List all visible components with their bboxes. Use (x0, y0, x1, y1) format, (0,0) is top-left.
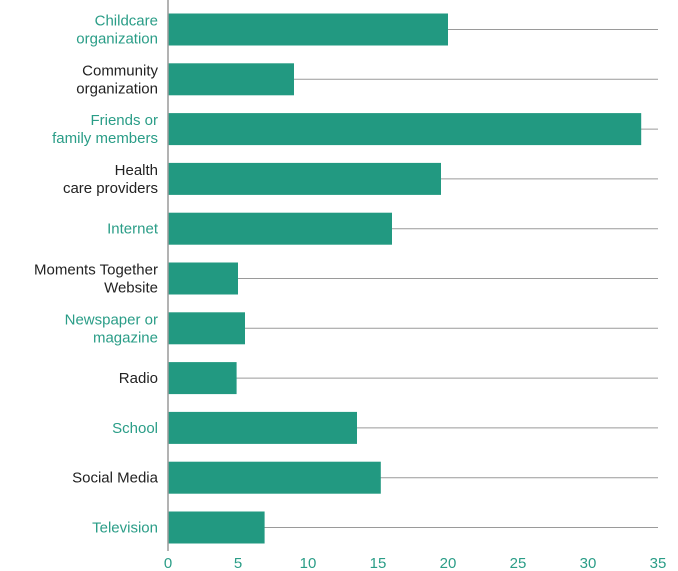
bars (168, 13, 642, 544)
bar (168, 113, 642, 146)
bar (168, 262, 238, 295)
bar (168, 162, 441, 195)
x-tick-label: 15 (370, 555, 387, 571)
category-label: organization (76, 80, 158, 97)
category-label: Childcare (95, 13, 158, 30)
x-tick-label: 20 (440, 555, 457, 571)
x-tick-label: 0 (164, 555, 172, 571)
x-tick-label: 10 (300, 555, 317, 571)
category-label: Moments Together (34, 262, 158, 279)
bar (168, 511, 265, 544)
category-label: magazine (93, 329, 158, 346)
bar (168, 312, 245, 345)
category-label: Radio (119, 370, 158, 387)
category-label: family members (52, 130, 158, 147)
bar (168, 461, 381, 494)
bar (168, 63, 294, 96)
bar (168, 212, 392, 245)
bar (168, 13, 448, 46)
category-label: School (112, 420, 158, 437)
category-label: Friends or (90, 112, 158, 129)
category-label: Community (82, 62, 158, 79)
x-tick-labels: 0 5 10 15 20 25 30 35 (164, 555, 667, 571)
category-label: Health (115, 162, 158, 179)
bar (168, 411, 357, 444)
x-tick-label: 25 (510, 555, 527, 571)
x-tick-label: 30 (580, 555, 597, 571)
category-label: Newspaper or (65, 311, 158, 328)
category-label: Social Media (72, 470, 159, 487)
bar (168, 362, 237, 395)
x-tick-label: 35 (650, 555, 667, 571)
category-label: Television (92, 520, 158, 537)
category-label: Website (104, 280, 158, 297)
category-label: Internet (107, 221, 159, 238)
grid-lines (168, 29, 658, 528)
x-tick-label: 5 (234, 555, 242, 571)
category-labels: ChildcareorganizationCommunityorganizati… (34, 13, 159, 537)
category-label: organization (76, 31, 158, 48)
category-label: care providers (63, 180, 158, 197)
